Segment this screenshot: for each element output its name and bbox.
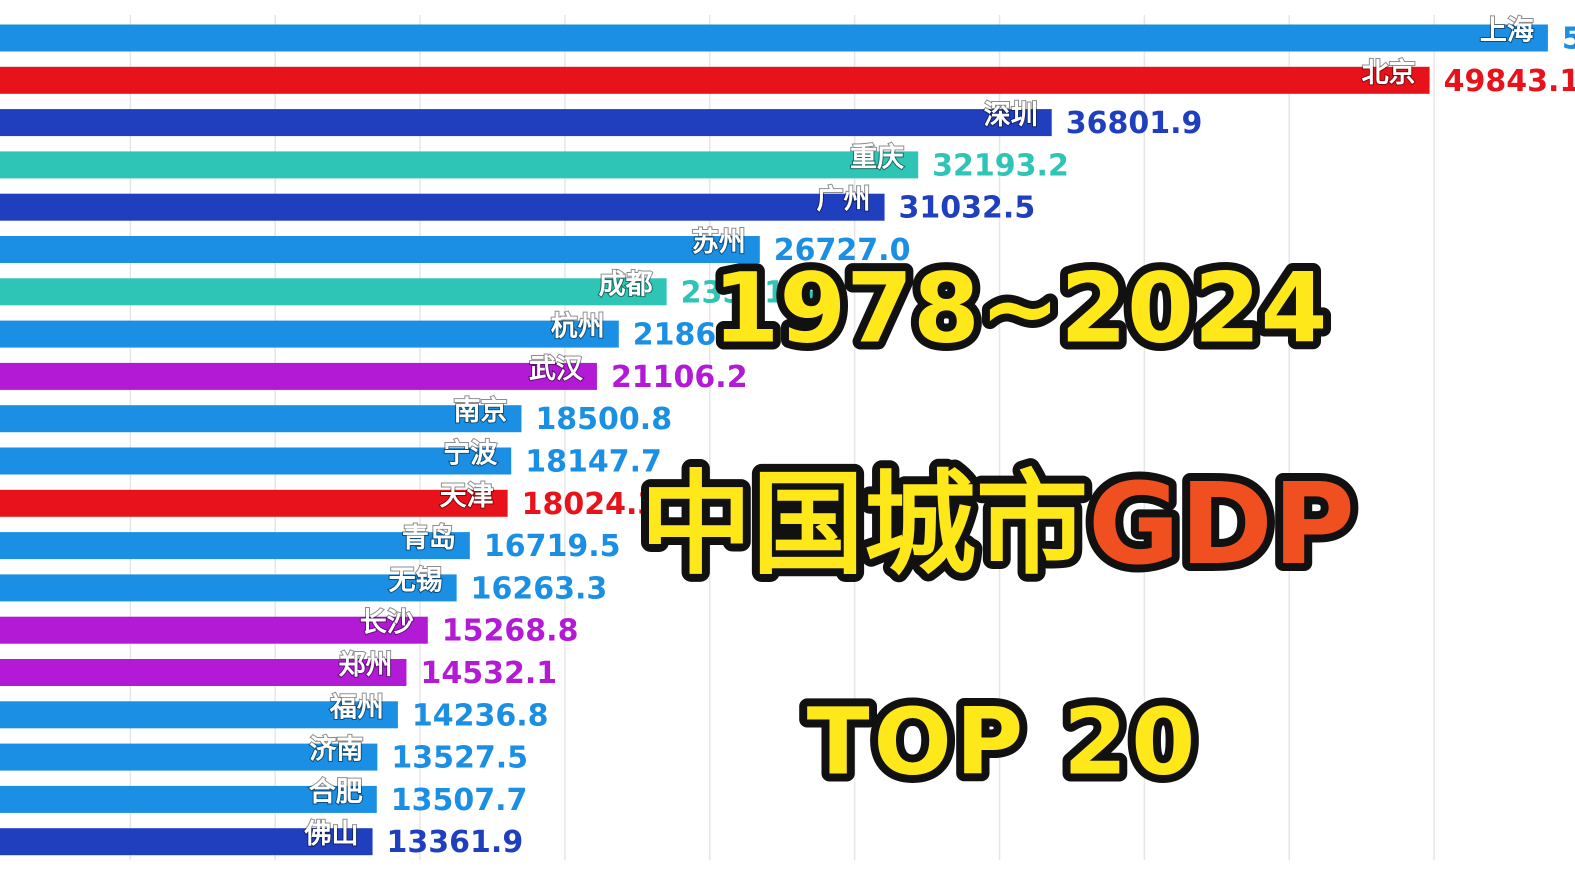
bar (0, 24, 1548, 52)
city-label: 济南 (309, 735, 363, 766)
bar (0, 828, 373, 856)
bars: 上海 53926.7 北京 49843.1 深圳 36801.9 重庆 32193.2 广州 31… (0, 15, 1575, 860)
city-label: 杭州 (551, 311, 605, 343)
city-label: 青岛 (402, 522, 456, 554)
bar (0, 701, 398, 729)
period: 1978~2024 (713, 252, 1328, 364)
city-label: 合肥 (309, 776, 363, 808)
value-label: 26727.0 (774, 233, 911, 268)
city-label: 广州 (817, 185, 871, 216)
bar (0, 66, 1430, 94)
city-label: 无锡 (389, 565, 443, 596)
value-label: 13507.7 (391, 783, 528, 818)
value-label: 23511.3 (681, 275, 818, 310)
bar (0, 532, 470, 560)
value-label: 18024.3 (522, 487, 659, 522)
city-label: 宁波 (443, 438, 498, 470)
city-label: 佛山 (304, 819, 359, 850)
bar (0, 278, 667, 306)
title-text: 中国城市 (640, 460, 1088, 590)
value-label: 36801.9 (1066, 106, 1203, 141)
city-label: 上海 (1480, 16, 1534, 47)
city-label: 福州 (329, 692, 384, 723)
value-label: 13527.5 (391, 741, 528, 776)
value-label: 53926.7 (1562, 22, 1575, 57)
bar (0, 320, 619, 348)
city-label: 北京 (1362, 57, 1416, 89)
value-label: 16263.3 (471, 571, 608, 606)
city-label: 成都 (599, 269, 653, 300)
bar (0, 362, 597, 390)
city-label: 南京 (453, 395, 507, 427)
city-label: 重庆 (850, 141, 904, 173)
city-label: 苏州 (692, 227, 746, 258)
city-label: 深圳 (984, 100, 1038, 131)
city-label: 郑州 (338, 650, 392, 681)
city-label: 长沙 (360, 608, 414, 639)
value-label: 32193.2 (932, 148, 1069, 183)
bar (0, 616, 428, 644)
value-label: 13361.9 (387, 825, 524, 860)
value-label: 18500.8 (535, 402, 672, 437)
bar (0, 193, 885, 221)
title-highlight: GDP (1088, 460, 1355, 590)
bar (0, 743, 378, 771)
value-label: 18147.7 (525, 445, 662, 480)
city-label: 武汉 (529, 354, 584, 385)
value-label: 21860.3 (633, 318, 770, 353)
bar (0, 236, 760, 263)
bar (0, 489, 508, 517)
bar (0, 659, 407, 686)
bar (0, 151, 919, 179)
bar (0, 447, 512, 475)
value-label: 14532.1 (420, 656, 557, 691)
value-label: 49843.1 (1444, 64, 1575, 99)
grid (129, 15, 1435, 860)
title: 中国城市GDP (640, 460, 1355, 590)
bar (0, 785, 377, 813)
value-label: 14236.8 (412, 698, 549, 733)
bar (0, 574, 457, 602)
value-label: 31032.5 (899, 191, 1036, 226)
bar (0, 405, 522, 433)
value-label: 15268.8 (442, 614, 579, 649)
value-label: 16719.5 (484, 529, 621, 564)
city-label: 天津 (440, 481, 494, 512)
bar (0, 109, 1052, 137)
subtitle: TOP 20 (807, 688, 1199, 795)
value-label: 21106.2 (611, 360, 748, 395)
